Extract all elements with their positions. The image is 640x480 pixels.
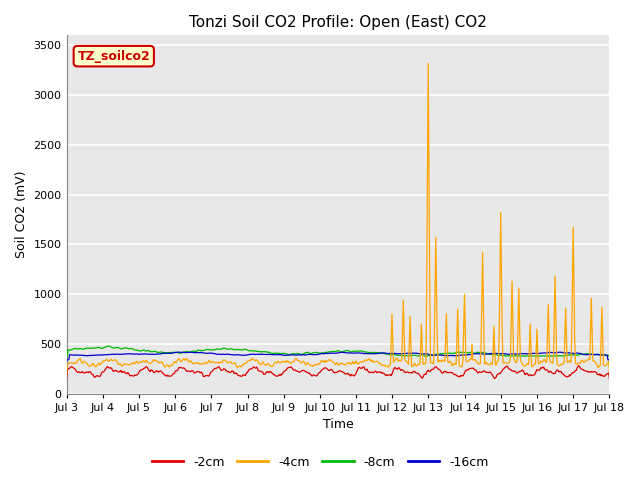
X-axis label: Time: Time [323, 419, 353, 432]
Legend: -2cm, -4cm, -8cm, -16cm: -2cm, -4cm, -8cm, -16cm [147, 451, 493, 474]
Text: TZ_soilco2: TZ_soilco2 [77, 49, 150, 63]
Y-axis label: Soil CO2 (mV): Soil CO2 (mV) [15, 171, 28, 258]
Title: Tonzi Soil CO2 Profile: Open (East) CO2: Tonzi Soil CO2 Profile: Open (East) CO2 [189, 15, 487, 30]
